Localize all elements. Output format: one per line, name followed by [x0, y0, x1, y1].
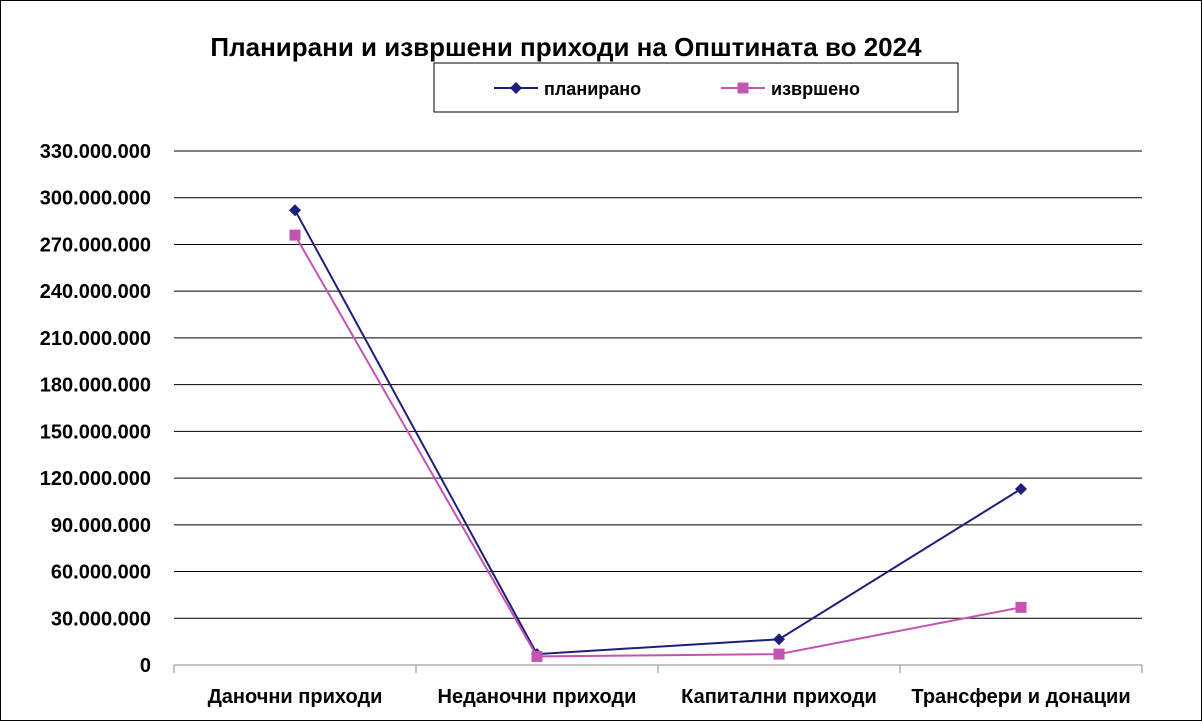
data-point-marker — [773, 633, 785, 646]
series-line — [294, 209, 1022, 656]
data-point-marker — [531, 650, 543, 662]
y-tick-label: 300.000.000 — [40, 188, 151, 210]
x-tick-label: Капитални приходи — [681, 686, 877, 708]
series-line — [294, 234, 1022, 658]
data-point-marker — [1015, 601, 1027, 613]
data-point-marker — [737, 82, 749, 94]
y-tick-label: 210.000.000 — [40, 328, 151, 350]
y-tick-label: 270.000.000 — [40, 234, 151, 256]
data-point-marker — [773, 648, 785, 660]
data-point-marker — [1015, 482, 1027, 495]
chart-title: Планирани и извршени приходи на Општинат… — [210, 32, 922, 62]
gridlines — [174, 150, 1142, 619]
data-point-marker — [289, 204, 301, 217]
legend: планирано извршено — [433, 62, 959, 113]
y-tick-label: 330.000.000 — [40, 141, 151, 163]
y-axis: 0 30.000.000 60.000.000 90.000.000 120.000.0… — [40, 141, 151, 677]
x-tick-label: Даночни приходи — [208, 686, 383, 708]
x-axis: Даночни приходи Неданочни приходи Капиталн… — [173, 664, 1143, 708]
y-tick-label: 90.000.000 — [51, 515, 151, 537]
legend-label: извршено — [771, 79, 860, 99]
legend-label: планирано — [544, 79, 641, 99]
y-tick-label: 150.000.000 — [40, 421, 151, 443]
y-tick-label: 120.000.000 — [40, 468, 151, 490]
y-tick-label: 180.000.000 — [40, 375, 151, 397]
plot-area — [289, 204, 1027, 662]
data-point-marker — [289, 229, 301, 241]
y-tick-label: 30.000.000 — [51, 608, 151, 630]
data-point-marker — [510, 82, 522, 94]
y-tick-label: 0 — [140, 655, 151, 677]
y-tick-label: 60.000.000 — [51, 562, 151, 584]
y-tick-label: 240.000.000 — [40, 281, 151, 303]
x-tick-label: Неданочни приходи — [438, 686, 637, 708]
x-tick-label: Трансфери и донации — [911, 686, 1130, 708]
